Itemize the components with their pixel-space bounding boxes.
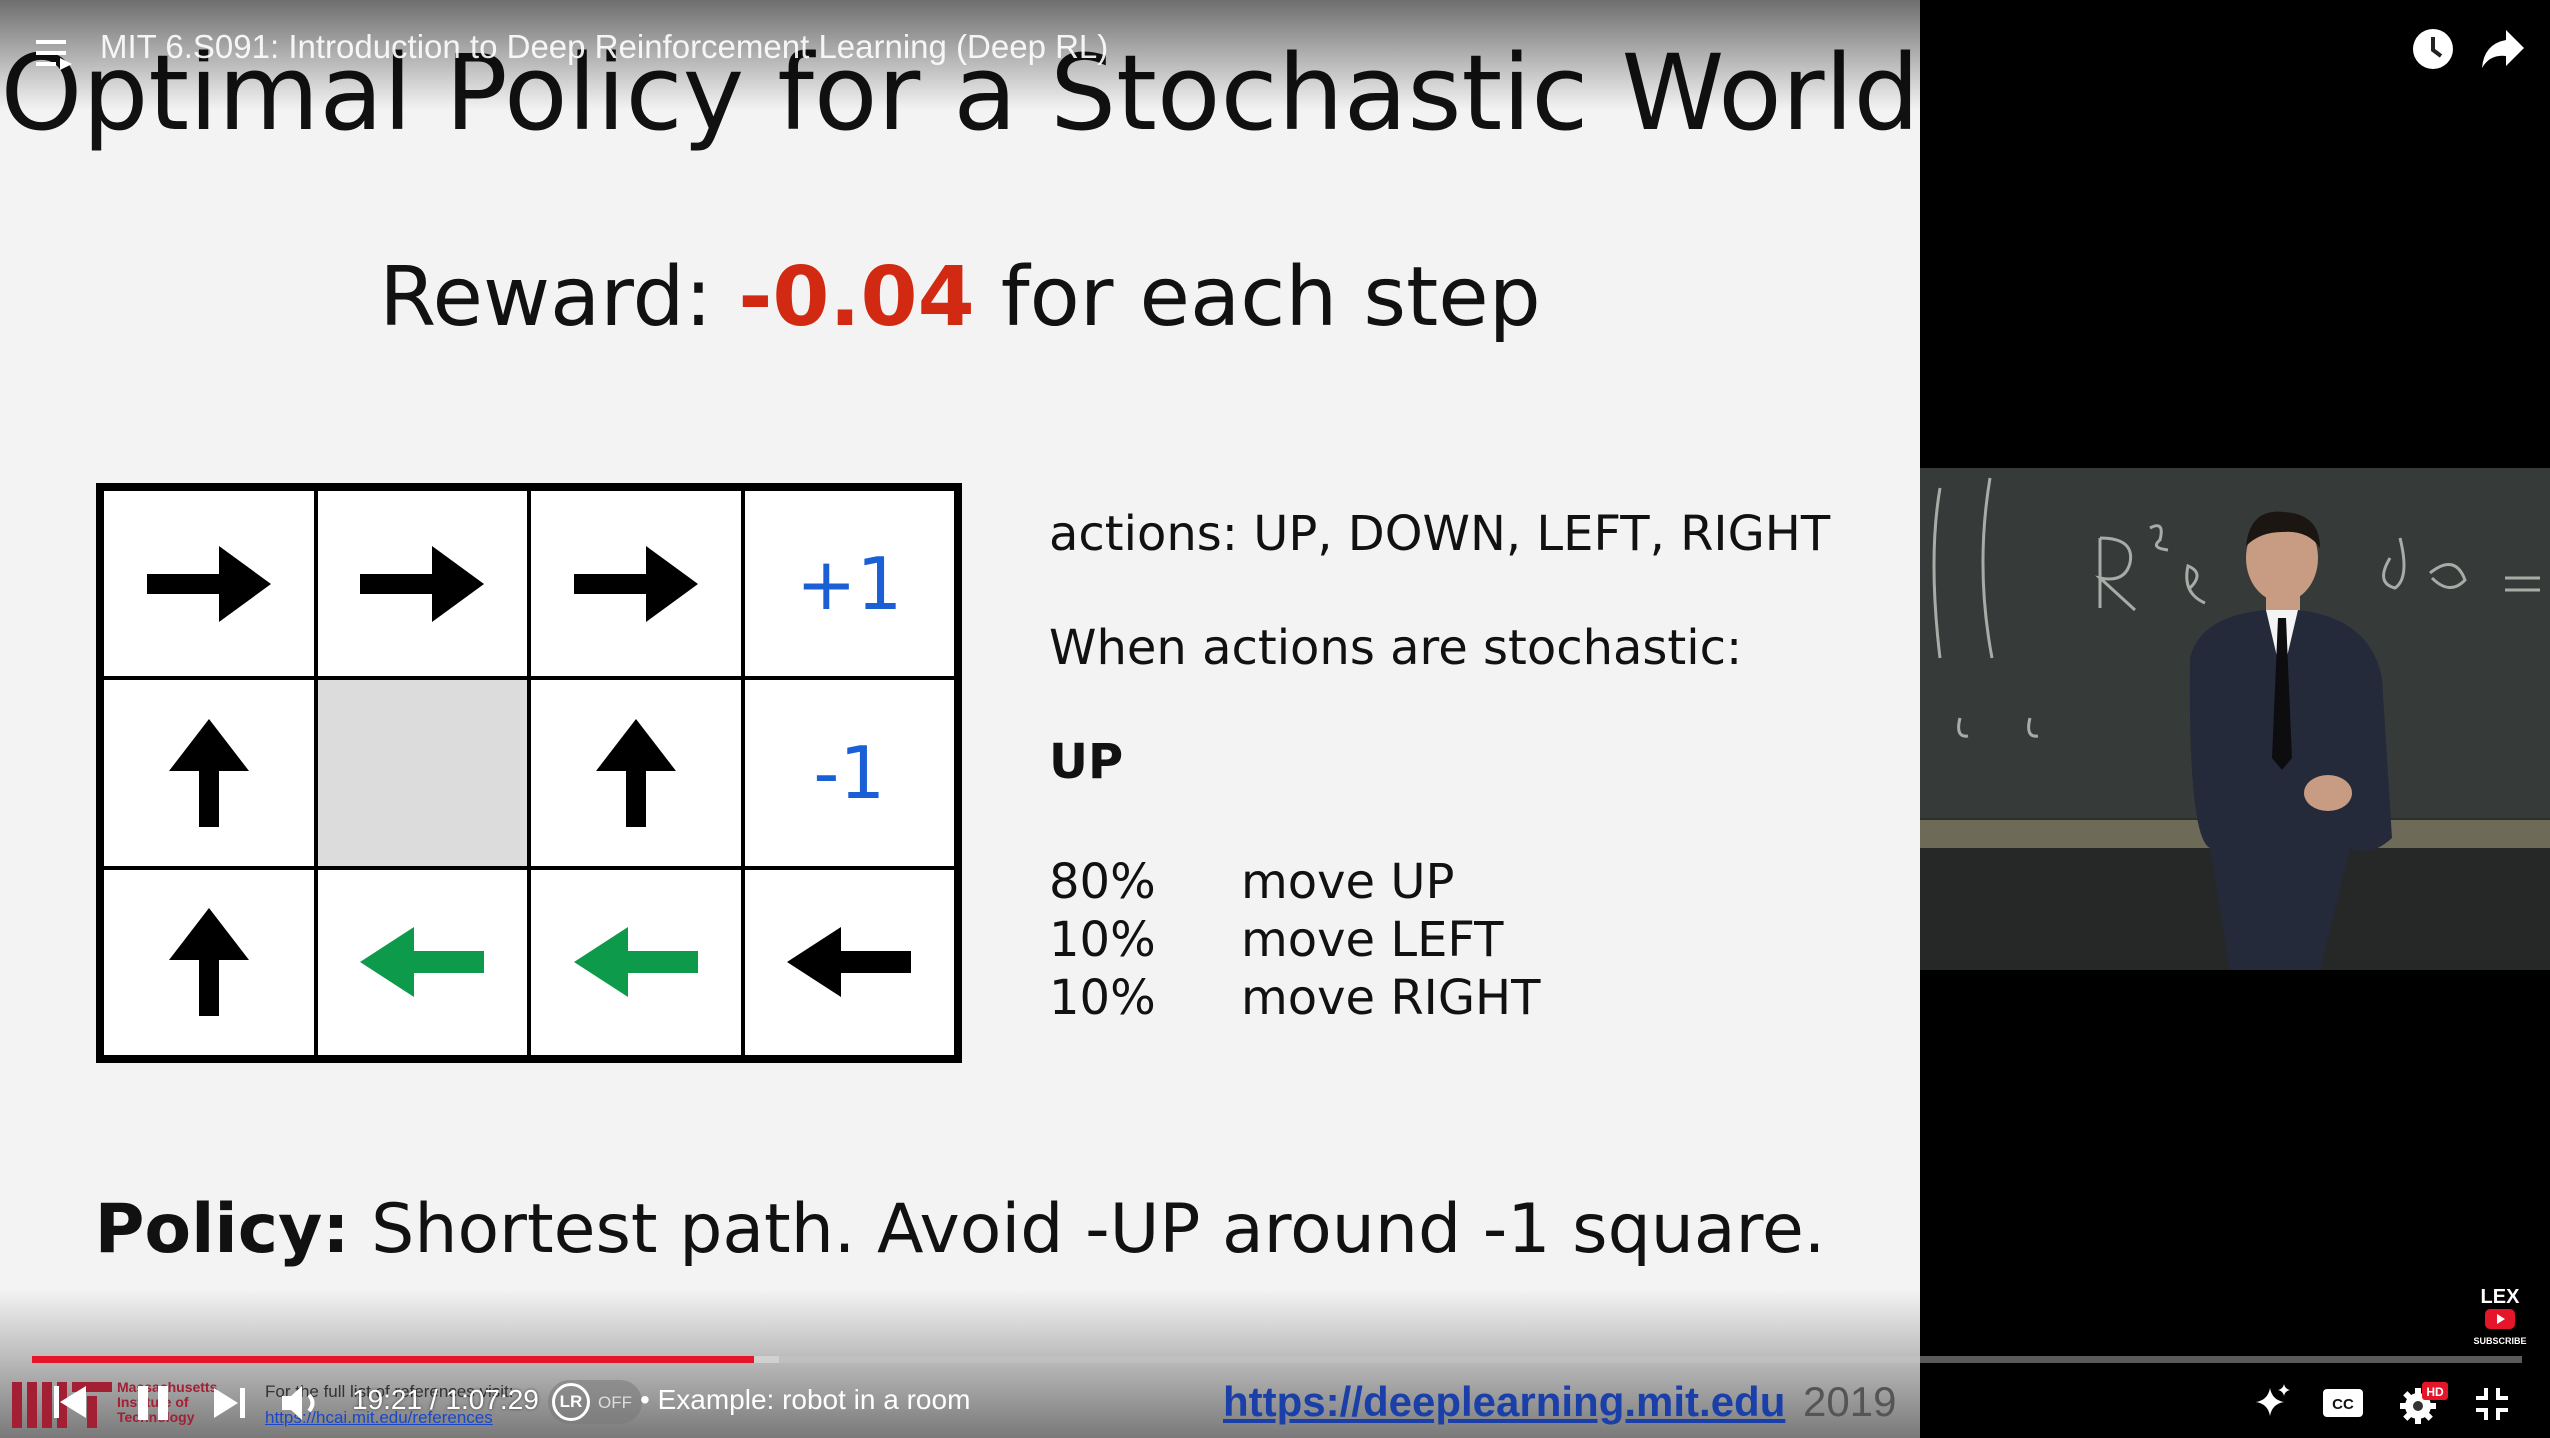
actions-panel: actions: UP, DOWN, LEFT, RIGHT When acti…: [1049, 510, 1830, 1027]
share-icon[interactable]: [2480, 28, 2526, 70]
policy-text: Shortest path. Avoid -UP around -1 squar…: [349, 1190, 1826, 1269]
course-url: https://deeplearning.mit.edu: [1223, 1378, 1786, 1425]
prev-icon[interactable]: [54, 1384, 86, 1420]
chalk-writing: [1932, 477, 2540, 738]
probability-pct: 80%: [1049, 854, 1156, 910]
grid-cell-r3c4: [742, 867, 956, 1057]
grid-cell-r1c1: [102, 489, 316, 679]
arrow-up-icon: [168, 908, 249, 1017]
policy-label: Policy:: [94, 1190, 350, 1269]
time-total: 1:07:29: [445, 1384, 539, 1415]
video-title[interactable]: MIT 6.S091: Introduction to Deep Reinfor…: [100, 28, 1109, 65]
grid-cell-terminal-plus: +1: [742, 489, 956, 679]
progress-bar[interactable]: [32, 1356, 2522, 1363]
grid-cell-r3c3: [529, 867, 743, 1057]
volume-icon[interactable]: [282, 1384, 324, 1422]
arrow-left-green-icon: [573, 927, 698, 998]
probability-move: move LEFT: [1241, 912, 1504, 968]
lecturer-figure: [2189, 511, 2392, 970]
reward-line: Reward: -0.04 for each step: [0, 250, 1920, 345]
player-top-bar: [0, 0, 2550, 110]
references-text: For the full list of references visit:: [265, 1382, 514, 1401]
time-current: 19:21: [352, 1384, 423, 1415]
menu-icon[interactable]: [36, 38, 72, 70]
terminal-plus-label: +1: [796, 541, 903, 626]
grid-cell-r1c2: [315, 489, 529, 679]
player-bottom-gradient: [0, 1290, 2550, 1438]
watch-later-icon[interactable]: [2410, 26, 2456, 72]
pause-icon[interactable]: [136, 1384, 170, 1422]
stochastic-line: When actions are stochastic:: [1049, 620, 1743, 676]
grid-cell-r3c2: [315, 867, 529, 1057]
grid-world: +1 -1: [96, 483, 962, 1063]
cc-icon[interactable]: CC: [2322, 1388, 2364, 1418]
lr-label: LR: [552, 1383, 590, 1421]
probability-row: 10% move RIGHT: [1049, 969, 1830, 1027]
reward-prefix: Reward:: [379, 250, 739, 345]
arrow-up-icon: [595, 718, 676, 827]
arrow-left-icon: [787, 927, 912, 998]
subscribe-label: SUBSCRIBE: [2473, 1336, 2527, 1346]
fullscreen-exit-icon[interactable]: [2474, 1386, 2510, 1422]
hd-badge: HD: [2426, 1385, 2444, 1399]
policy-line: Policy: Shortest path. Avoid -UP around …: [0, 1190, 1920, 1269]
grid-cell-wall: [315, 678, 529, 868]
reward-value: -0.04: [738, 250, 975, 345]
next-icon[interactable]: [214, 1386, 246, 1420]
slide: Optimal Policy for a Stochastic World Re…: [0, 0, 1920, 1438]
probability-row: 10% move LEFT: [1049, 911, 1830, 969]
arrow-right-icon: [360, 545, 485, 622]
probability-row: 80% move UP: [1049, 853, 1830, 911]
probability-list: 80% move UP 10% move LEFT 10% move RIGHT: [1049, 853, 1830, 1027]
course-year: 2019: [1803, 1378, 1897, 1425]
cc-label: CC: [2332, 1396, 2354, 1413]
channel-name: LEX: [2480, 1286, 2520, 1308]
up-label: UP: [1049, 734, 1124, 790]
arrow-right-icon: [146, 545, 271, 622]
probability-pct: 10%: [1049, 912, 1156, 968]
mit-name-line: Institute of: [117, 1394, 189, 1410]
progress-played: [32, 1356, 755, 1363]
chapter-title[interactable]: • Example: robot in a room: [640, 1384, 971, 1415]
probability-move: move RIGHT: [1241, 970, 1541, 1026]
mit-name-line: Technology: [117, 1409, 195, 1425]
settings-icon[interactable]: HD: [2398, 1380, 2450, 1424]
reward-suffix: for each step: [974, 250, 1541, 345]
arrow-right-icon: [573, 545, 698, 622]
lr-toggle[interactable]: LR OFF: [548, 1380, 642, 1424]
probability-pct: 10%: [1049, 970, 1156, 1026]
sparkle-icon[interactable]: [2254, 1384, 2290, 1420]
arrow-left-green-icon: [360, 927, 485, 998]
grid-cell-r2c1: [102, 678, 316, 868]
references-link[interactable]: https://hcai.mit.edu/references: [265, 1408, 493, 1427]
terminal-minus-label: -1: [813, 730, 886, 815]
time-display: 19:21 / 1:07:29: [352, 1384, 539, 1416]
lecturer-camera-view: [1920, 468, 2550, 970]
grid-cell-r2c3: [529, 678, 743, 868]
lr-state: OFF: [598, 1393, 632, 1412]
probability-move: move UP: [1241, 854, 1455, 910]
grid-cell-r1c3: [529, 489, 743, 679]
time-separator: /: [422, 1384, 446, 1415]
grid-cell-r3c1: [102, 867, 316, 1057]
grid-cell-terminal-minus: -1: [742, 678, 956, 868]
arrow-up-icon: [168, 718, 249, 827]
channel-badge[interactable]: LEX SUBSCRIBE: [2470, 1286, 2530, 1346]
youtube-logo-icon: [2485, 1309, 2515, 1329]
actions-line: actions: UP, DOWN, LEFT, RIGHT: [1049, 506, 1831, 562]
mit-logo: [12, 1382, 112, 1428]
